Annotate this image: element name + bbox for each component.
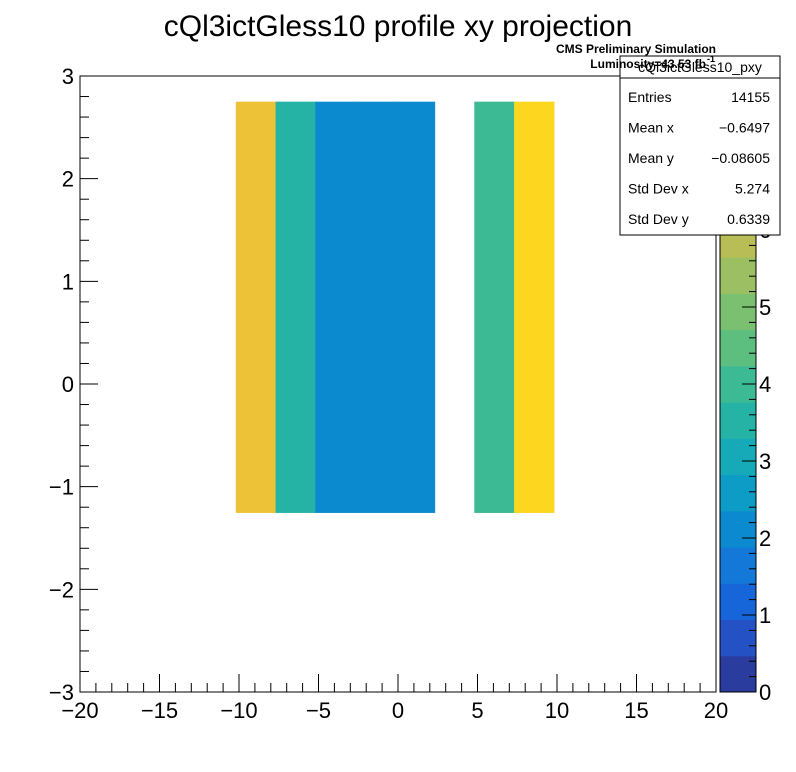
heatmap-cell [275, 101, 316, 513]
palette-band [720, 583, 756, 621]
x-tick-label: −10 [220, 698, 257, 723]
y-tick-label: 2 [62, 167, 74, 192]
stats-value: 0.6339 [727, 211, 770, 227]
y-tick-label: 1 [62, 269, 74, 294]
palette-band [720, 438, 756, 476]
color-palette: 01234567 [719, 75, 771, 705]
x-tick-label: 0 [392, 698, 404, 723]
stats-value: −0.6497 [719, 120, 770, 136]
palette-band [720, 402, 756, 439]
x-tick-label: 5 [471, 698, 483, 723]
stats-label: Std Dev x [628, 181, 689, 197]
y-tick-label: 3 [62, 64, 74, 89]
palette-band [720, 293, 756, 331]
z-tick-label: 2 [759, 526, 771, 551]
stats-label: Entries [628, 89, 672, 105]
palette-band [720, 510, 756, 548]
x-tick-label: 15 [624, 698, 648, 723]
heatmap-cell [474, 101, 515, 513]
stats-label: Mean y [628, 150, 674, 166]
palette-band [720, 655, 756, 693]
heatmap-cell [514, 101, 555, 513]
stats-frame [619, 55, 781, 236]
palette-band [720, 329, 756, 367]
cms-luminosity-label: Luminosity=43.53 fb [590, 57, 706, 71]
stats-box: cQl3ictGless10_pxy Entries 14155 Mean x −0.6… [619, 55, 781, 236]
stats-value: 5.274 [735, 181, 770, 197]
x-tick-label: 20 [704, 698, 728, 723]
z-tick-label: 4 [759, 372, 771, 397]
cms-experiment-label: CMS Preliminary Simulation [556, 42, 716, 56]
heatmap-cell [315, 101, 356, 513]
stats-name: cQl3ictGless10_pxy [638, 59, 762, 75]
z-tick-label: 0 [759, 680, 771, 705]
y-tick-label: 0 [62, 372, 74, 397]
y-tick-label: −2 [49, 577, 74, 602]
chart-title: cQl3ictGless10 profile xy projection [164, 10, 633, 43]
z-tick-label: 5 [759, 295, 771, 320]
x-tick-label: −5 [306, 698, 331, 723]
cms-luminosity-exponent: -1 [707, 54, 715, 64]
heatmap-cell [235, 101, 277, 513]
heatmap-cell [394, 101, 436, 513]
x-tick-label: −15 [141, 698, 178, 723]
y-tick-label: −3 [49, 680, 74, 705]
x-tick-label: −20 [61, 698, 98, 723]
palette-band [720, 474, 756, 512]
z-tick-label: 3 [759, 449, 771, 474]
stats-label: Mean x [628, 120, 674, 136]
palette-band [720, 547, 756, 584]
palette-band [720, 619, 756, 657]
stats-label: Std Dev y [628, 211, 689, 227]
heatmap-cell [355, 101, 396, 513]
y-tick-label: −1 [49, 475, 74, 500]
heatmap-cells [235, 101, 555, 513]
palette-band [720, 257, 756, 294]
stats-value: −0.08605 [711, 150, 770, 166]
stats-value: 14155 [731, 89, 770, 105]
cms-label: CMS Preliminary SimulationLuminosity=43.… [556, 42, 716, 71]
z-tick-label: 1 [759, 603, 771, 628]
x-tick-label: 10 [545, 698, 569, 723]
